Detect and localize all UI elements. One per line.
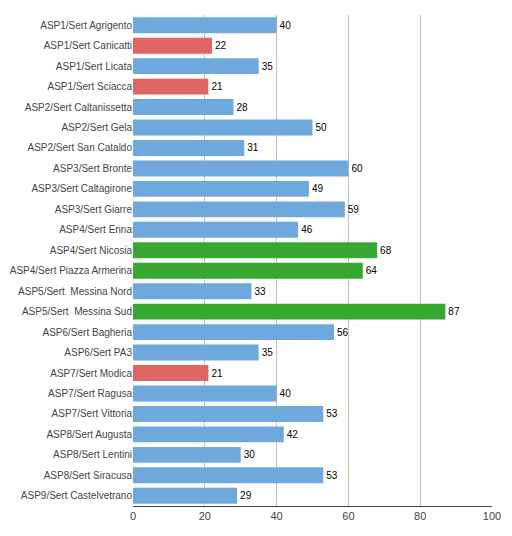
svg-text:100: 100	[483, 510, 501, 522]
svg-text:ASP2/Sert Gela: ASP2/Sert Gela	[61, 122, 132, 133]
svg-text:ASP1/Sert Sciacca: ASP1/Sert Sciacca	[48, 81, 133, 92]
svg-text:40: 40	[280, 20, 292, 31]
svg-text:53: 53	[326, 408, 338, 419]
svg-text:20: 20	[199, 510, 211, 522]
svg-text:ASP1/Sert Canicatti: ASP1/Sert Canicatti	[44, 40, 132, 51]
svg-text:ASP7/Sert Modica: ASP7/Sert Modica	[50, 368, 132, 379]
svg-text:40: 40	[280, 388, 292, 399]
svg-text:60: 60	[351, 163, 363, 174]
svg-text:ASP1/Sert Licata: ASP1/Sert Licata	[56, 61, 133, 72]
svg-text:ASP2/Sert San Cataldo: ASP2/Sert San Cataldo	[27, 142, 132, 153]
svg-text:ASP4/Sert Piazza Armerina: ASP4/Sert Piazza Armerina	[10, 265, 133, 276]
svg-text:80: 80	[414, 510, 426, 522]
svg-text:ASP8/Sert Lentini: ASP8/Sert Lentini	[53, 449, 132, 460]
svg-text:ASP7/Sert Ragusa: ASP7/Sert Ragusa	[48, 388, 132, 399]
svg-text:ASP6/Sert PA3: ASP6/Sert PA3	[64, 347, 132, 358]
svg-text:29: 29	[240, 490, 252, 501]
svg-text:30: 30	[244, 449, 256, 460]
svg-text:ASP6/Sert Bagheria: ASP6/Sert Bagheria	[43, 327, 133, 338]
svg-text:40: 40	[270, 510, 282, 522]
svg-text:0: 0	[130, 510, 136, 522]
svg-text:56: 56	[337, 327, 349, 338]
svg-text:33: 33	[254, 286, 266, 297]
svg-text:46: 46	[301, 224, 313, 235]
svg-text:22: 22	[215, 40, 227, 51]
svg-text:50: 50	[316, 122, 328, 133]
svg-text:ASP9/Sert Castelvetrano: ASP9/Sert Castelvetrano	[21, 490, 133, 501]
svg-text:35: 35	[262, 347, 274, 358]
svg-text:21: 21	[211, 81, 223, 92]
svg-text:ASP2/Sert Caltanissetta: ASP2/Sert Caltanissetta	[25, 102, 133, 113]
svg-text:ASP5/Sert Messina Nord: ASP5/Sert Messina Nord	[18, 286, 132, 297]
svg-text:ASP4/Sert Nicosia: ASP4/Sert Nicosia	[50, 245, 133, 256]
svg-text:31: 31	[247, 142, 259, 153]
svg-text:ASP1/Sert Agrigento: ASP1/Sert Agrigento	[40, 20, 132, 31]
svg-text:21: 21	[211, 368, 223, 379]
svg-text:ASP8/Sert Siracusa: ASP8/Sert Siracusa	[44, 470, 133, 481]
svg-text:68: 68	[380, 245, 392, 256]
svg-text:ASP3/Sert Giarre: ASP3/Sert Giarre	[55, 204, 133, 215]
svg-text:60: 60	[342, 510, 354, 522]
svg-text:28: 28	[237, 102, 249, 113]
svg-text:59: 59	[348, 204, 360, 215]
svg-text:ASP5/Sert Messina Sud: ASP5/Sert Messina Sud	[22, 306, 132, 317]
svg-text:42: 42	[287, 429, 299, 440]
svg-text:87: 87	[448, 306, 460, 317]
svg-text:49: 49	[312, 183, 324, 194]
svg-text:ASP8/Sert Augusta: ASP8/Sert Augusta	[46, 429, 132, 440]
svg-text:53: 53	[326, 470, 338, 481]
svg-text:64: 64	[366, 265, 378, 276]
svg-text:ASP3/Sert Caltagirone: ASP3/Sert Caltagirone	[31, 183, 132, 194]
svg-text:ASP7/Sert Vittoria: ASP7/Sert Vittoria	[52, 408, 133, 419]
svg-text:ASP3/Sert Bronte: ASP3/Sert Bronte	[53, 163, 132, 174]
svg-text:ASP4/Sert Enna: ASP4/Sert Enna	[59, 224, 132, 235]
svg-text:35: 35	[262, 61, 274, 72]
